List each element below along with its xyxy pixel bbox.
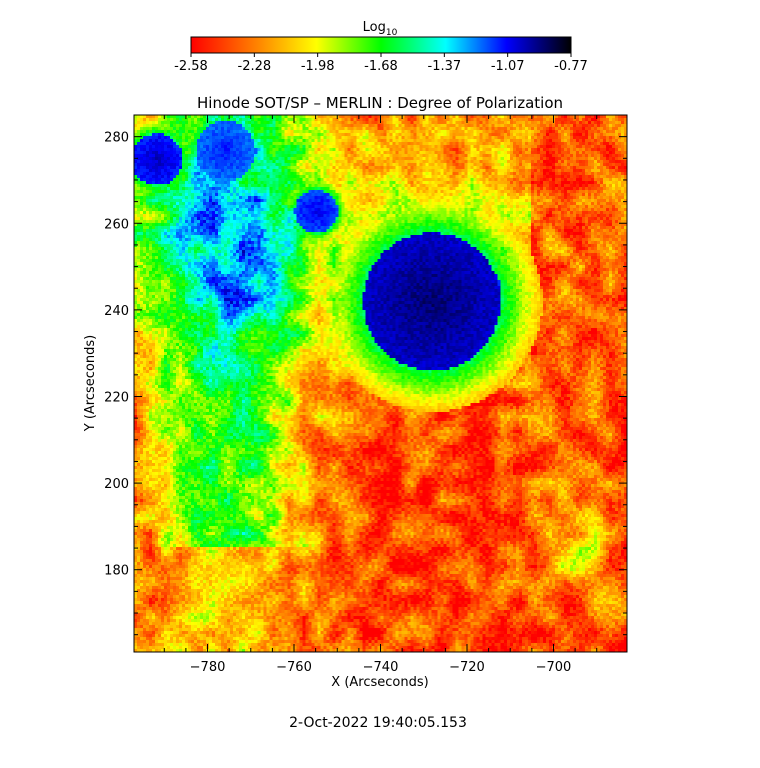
heatmap-raster xyxy=(134,115,627,652)
colorbar-tick-label: -1.07 xyxy=(491,59,525,74)
y-tick-label: 200 xyxy=(104,477,129,492)
y-tick-label: 240 xyxy=(104,304,129,319)
y-tick-label: 180 xyxy=(104,564,129,579)
timestamp: 2-Oct-2022 19:40:05.153 xyxy=(289,715,467,731)
colorbar xyxy=(190,36,572,54)
colorbar-tick-label: -2.58 xyxy=(174,59,208,74)
heatmap-image xyxy=(134,115,627,652)
x-tick-label: −700 xyxy=(536,660,572,675)
colorbar-title: Log10 xyxy=(363,20,398,38)
x-axis-label: X (Arcseconds) xyxy=(331,675,428,690)
x-tick-label: −760 xyxy=(276,660,312,675)
colorbar-tick-label: -1.68 xyxy=(364,59,398,74)
chart-title: Hinode SOT/SP – MERLIN : Degree of Polar… xyxy=(197,94,563,112)
x-tick-label: −780 xyxy=(190,660,226,675)
colorbar-tick-label: -1.37 xyxy=(428,59,462,74)
x-axis: −780 −760 −740 −720 −700 xyxy=(163,115,598,675)
y-axis: 180 200 220 240 260 280 xyxy=(104,114,627,636)
y-tick-label: 220 xyxy=(104,390,129,405)
y-axis-label: Y (Arcseconds) xyxy=(83,335,98,432)
colorbar-ticks: -2.58 -2.28 -1.98 -1.68 -1.37 -1.07 -0.77 xyxy=(174,53,588,74)
colorbar-tick-label: -2.28 xyxy=(238,59,272,74)
y-tick-label: 280 xyxy=(104,131,129,146)
colorbar-tick-label: -1.98 xyxy=(301,59,335,74)
colorbar-tick-label: -0.77 xyxy=(554,59,588,74)
x-tick-label: −720 xyxy=(449,660,485,675)
y-tick-label: 260 xyxy=(104,217,129,232)
x-tick-label: −740 xyxy=(363,660,399,675)
